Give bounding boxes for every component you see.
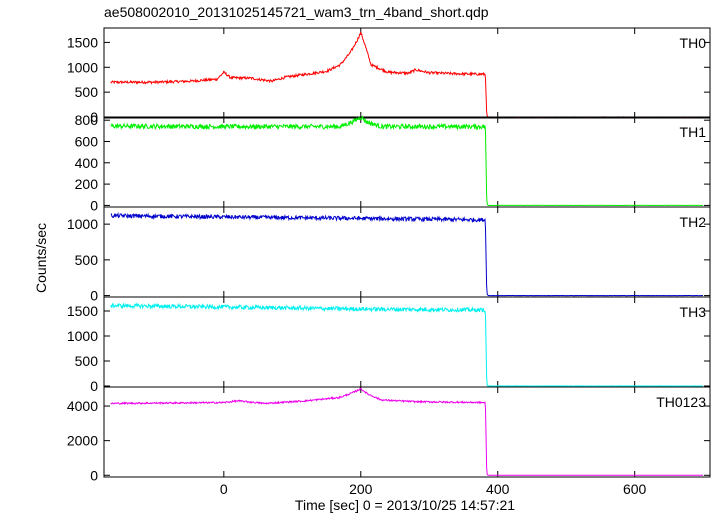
panel-th1: 0 200 400 600 800 TH1	[75, 112, 711, 213]
y-tick-label: 200	[75, 176, 99, 192]
y-tick-label: 4000	[67, 398, 98, 414]
panel-th0: 0 500 1000 1500 TH0	[67, 27, 711, 125]
panel-label: TH1	[680, 124, 707, 140]
x-tick-label: 600	[623, 481, 647, 497]
y-tick-label: 800	[75, 112, 99, 128]
x-tick-label: 200	[349, 481, 373, 497]
y-tick-label: 500	[75, 353, 99, 369]
panel-label: TH0123	[656, 394, 706, 410]
y-tick-label: 1500	[67, 34, 98, 50]
y-tick-label: 500	[75, 84, 99, 100]
panel-th3: 0 500 1000 1500 TH3	[67, 296, 711, 394]
series-line-th1	[110, 115, 704, 207]
panel-frame	[103, 116, 711, 208]
panel-frame	[103, 296, 711, 388]
y-tick-label: 1000	[67, 59, 98, 75]
y-tick-label: 0	[90, 197, 98, 213]
panel-frame	[103, 206, 711, 298]
y-axis-label: Counts/sec	[33, 223, 49, 293]
y-tick-label: 0	[90, 109, 98, 125]
series-line-th0	[110, 31, 703, 118]
series-line-th0123	[110, 387, 703, 476]
panel-th2: 0 500 1000 TH2	[67, 206, 711, 304]
y-tick-label: 0	[90, 378, 98, 394]
y-tick-label: 2000	[67, 433, 98, 449]
y-tick-label: 600	[75, 133, 99, 149]
y-tick-label: 400	[75, 155, 99, 171]
y-tick-label: 500	[75, 252, 99, 268]
panel-label: TH0	[680, 35, 707, 51]
panel-label: TH2	[680, 214, 707, 230]
panel-frame	[103, 27, 711, 119]
series-line-th3	[110, 302, 704, 387]
y-tick-label: 1000	[67, 328, 98, 344]
y-tick-label: 1000	[67, 216, 98, 232]
x-axis-label: Time [sec] 0 = 2013/10/25 14:57:21	[295, 497, 515, 513]
y-tick-label: 1500	[67, 303, 98, 319]
x-tick-label: 400	[486, 481, 510, 497]
y-tick-label: 0	[90, 288, 98, 304]
panel-label: TH3	[680, 304, 707, 320]
panels-group: 0 500 1000 1500 TH0 0 200 400 600 800 TH1 0 500 1000 T…	[67, 27, 711, 497]
figure-title: ae508002010_20131025145721_wam3_trn_4ban…	[104, 4, 489, 20]
panel-frame	[103, 386, 711, 478]
panel-th0123: 0 2000 4000 TH0123	[67, 386, 711, 483]
y-tick-label: 0	[90, 467, 98, 483]
x-tick-label: 0	[220, 481, 228, 497]
series-line-th2	[110, 211, 703, 297]
